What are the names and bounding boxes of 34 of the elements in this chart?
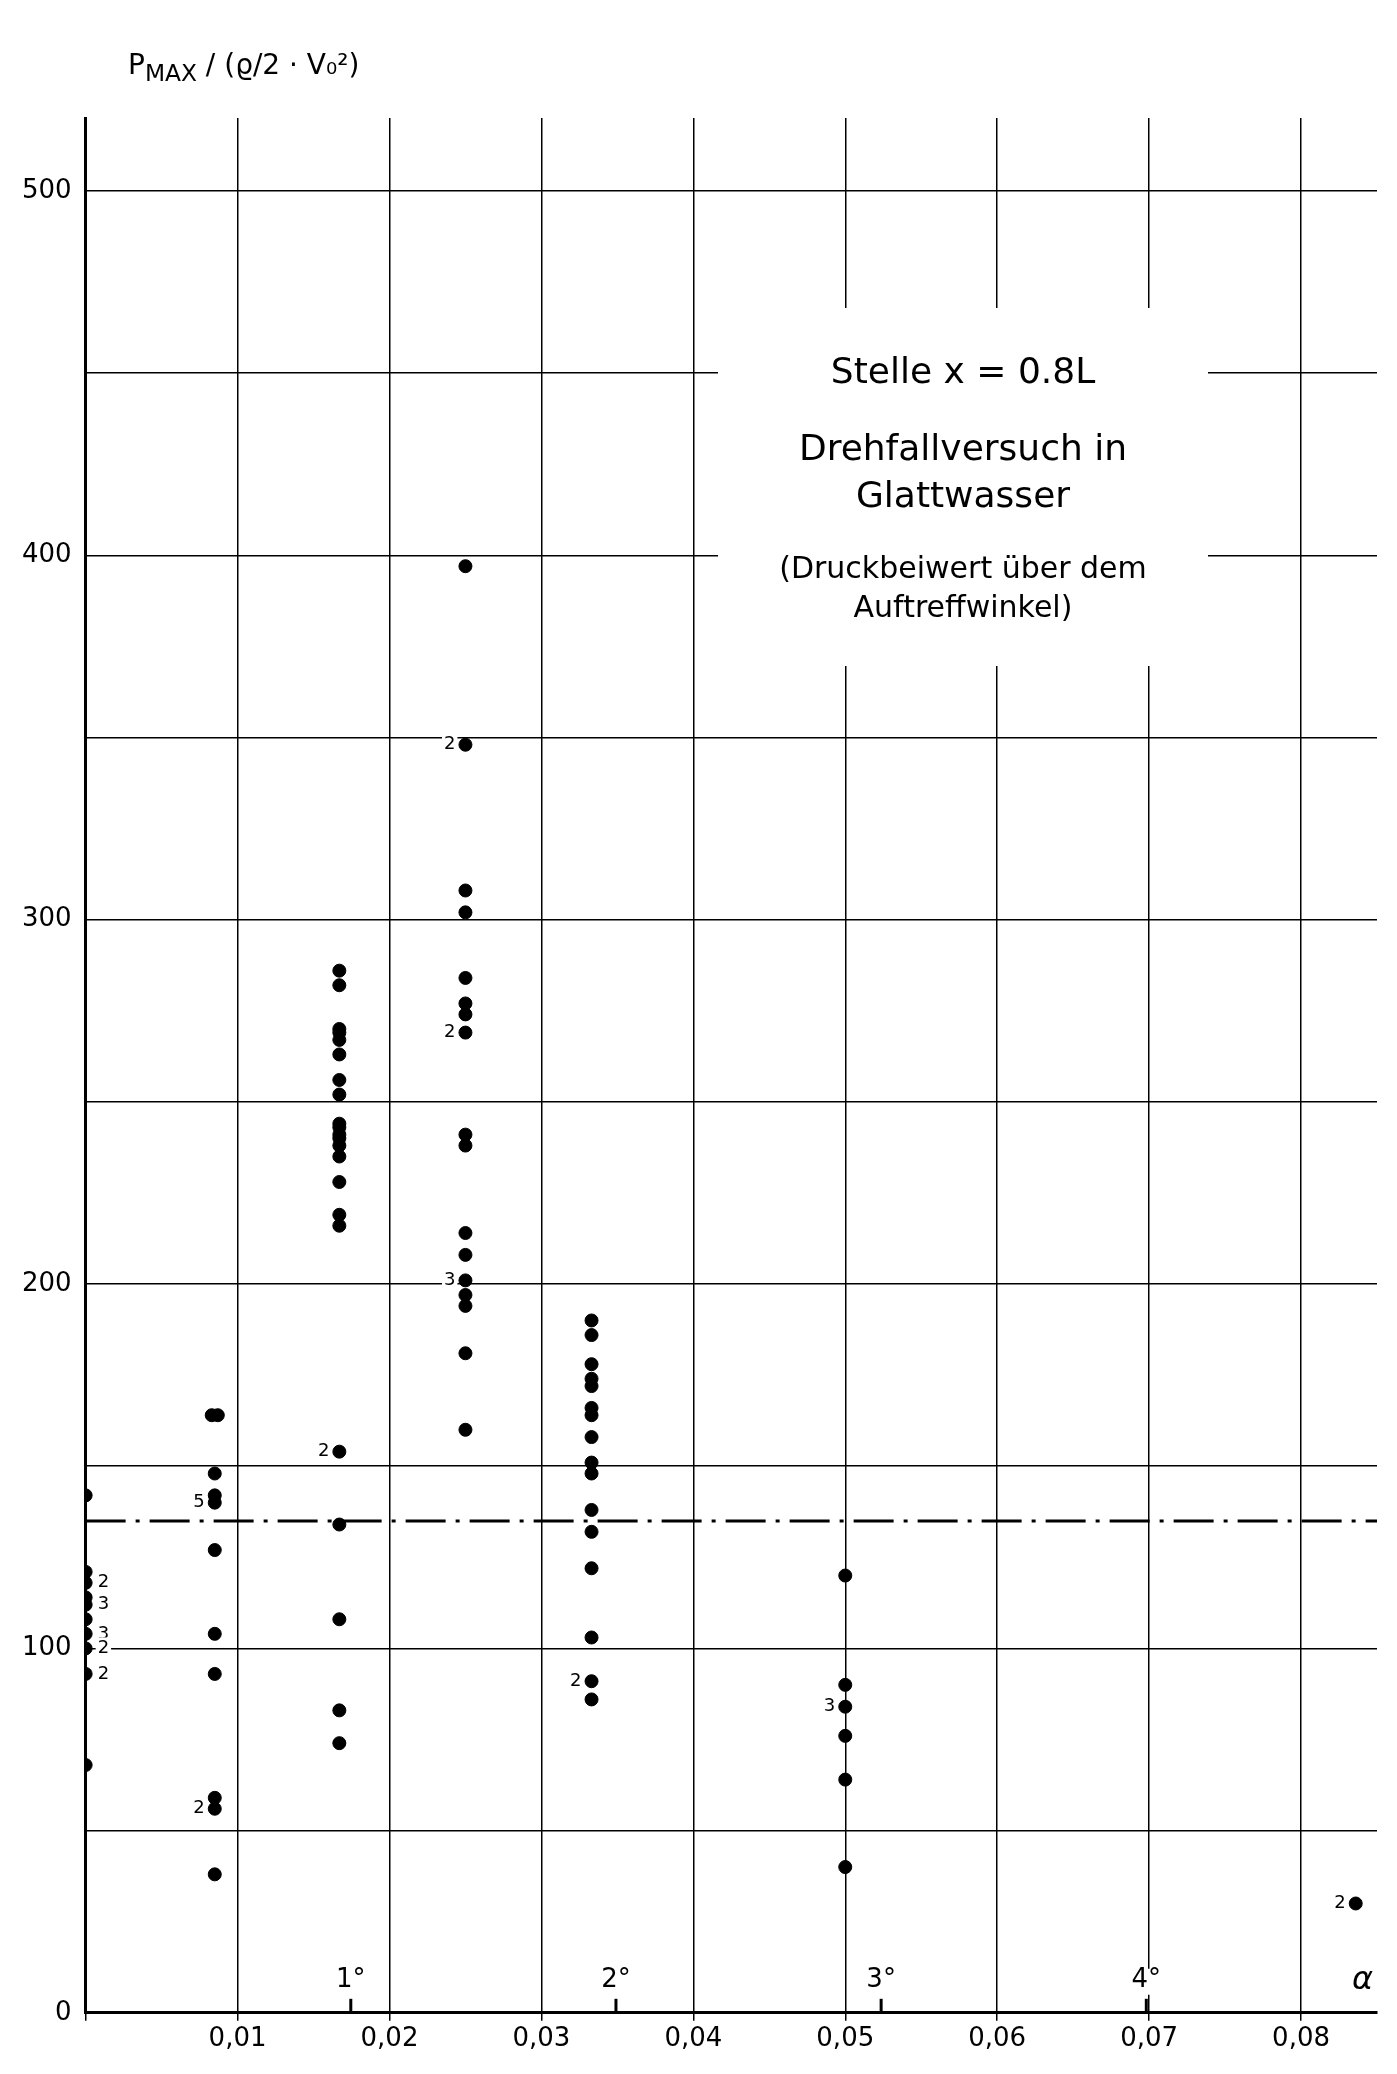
x-tick-label: 0,01: [208, 2022, 267, 2053]
x2-tick-label: 2°: [601, 1962, 631, 1993]
annotation: 2: [443, 732, 456, 754]
annotation: 3: [823, 1694, 836, 1716]
x2-tick-label: 1°: [336, 1962, 366, 1993]
x-tick-label: 0,07: [1120, 2022, 1179, 2053]
annotation: 2: [443, 1020, 456, 1042]
text-panel: Stelle x = 0.8L Drehfallversuch in Glattwasser (Druckbeiwert über dem Auftreffwinkel): [718, 308, 1208, 667]
annotation: 5: [193, 1490, 205, 1512]
x-axis-title: α: [1351, 1959, 1373, 1998]
annotation: 2: [97, 1661, 110, 1683]
annotation: 2: [193, 1796, 205, 1818]
y-tick-label: 200: [21, 1266, 72, 1297]
y-tick-label: 300: [21, 902, 72, 933]
annotation: 2: [1334, 1891, 1346, 1913]
annotation: 2: [97, 1570, 110, 1592]
y-tick-label: 400: [21, 538, 72, 569]
y-tick-label: 100: [21, 1631, 72, 1662]
x-tick-label: 0,02: [360, 2022, 419, 2053]
annotation: (Druckbeiwert über dem Auftreffwinkel): [778, 549, 1148, 627]
x-tick-label: 0,05: [816, 2022, 875, 2053]
annotation: 3: [443, 1268, 456, 1290]
x-tick-label: 0,03: [512, 2022, 571, 2053]
annotation: 3: [97, 1592, 110, 1614]
x-tick-label: 0,04: [664, 2022, 723, 2053]
x-tick-label: 0,08: [1272, 2022, 1330, 2053]
x2-tick-label: 4°: [1131, 1962, 1162, 1993]
annotation: 2: [317, 1439, 330, 1461]
x2-tick-label: 3°: [866, 1962, 896, 1993]
x-tick-label: 0,06: [968, 2022, 1027, 2053]
y-tick-label: 500: [21, 173, 72, 204]
y-tick-label: 0: [55, 1995, 72, 2026]
y-axis-title: P$_{MAX}$ / (ϱ/2 · V₀²): [128, 48, 360, 87]
annotation: 2: [570, 1668, 582, 1690]
